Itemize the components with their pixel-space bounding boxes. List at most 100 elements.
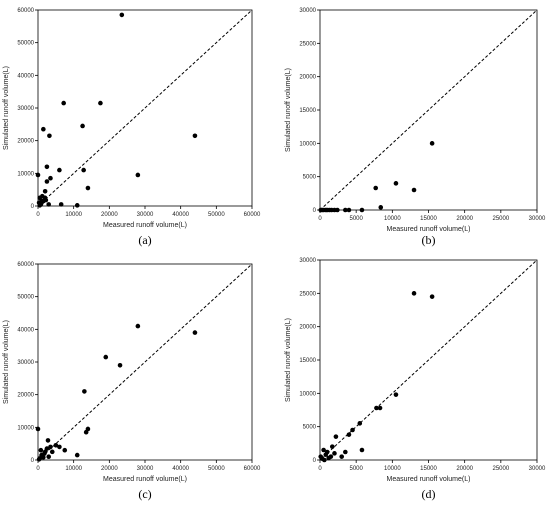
y-tick-label: 30000 xyxy=(299,8,316,14)
chart-panel-3: 0 10000 20000 30000 40000 50000 60000 0 10000 200… xyxy=(3,262,261,501)
reference-line xyxy=(319,259,538,461)
data-point xyxy=(44,179,50,184)
data-point xyxy=(57,444,62,450)
x-tick-label: 15000 xyxy=(420,466,437,472)
x-axis-title: Measured runoff volume(L) xyxy=(387,226,471,233)
x-tick-label: 5000 xyxy=(349,216,363,222)
x-tick-label: 5000 xyxy=(349,466,363,472)
data-point xyxy=(49,449,55,455)
data-point xyxy=(429,294,435,299)
data-point xyxy=(411,187,417,193)
data-point xyxy=(333,434,339,439)
y-tick-label: 5000 xyxy=(303,425,317,431)
y-tick-label: 20000 xyxy=(17,139,34,145)
data-point xyxy=(324,449,330,455)
x-tick-label: 0 xyxy=(318,466,322,472)
chart-panel-4: 0 5000 10000 15000 20000 25000 30000 0 5000 10000… xyxy=(285,258,546,501)
data-point xyxy=(58,202,64,207)
data-point xyxy=(38,447,44,453)
x-tick-label: 10000 xyxy=(65,466,82,472)
y-tick-label: 10000 xyxy=(299,391,316,397)
data-point xyxy=(81,167,86,173)
x-tick-label: 20000 xyxy=(101,466,118,472)
data-point xyxy=(39,200,44,206)
x-tick-label: 20000 xyxy=(101,212,118,218)
data-point xyxy=(322,457,327,463)
data-point xyxy=(343,449,348,455)
y-tick-label: 40000 xyxy=(17,327,34,333)
x-axis-title: Measured runoff volume(L) xyxy=(103,222,187,229)
data-point xyxy=(377,405,383,411)
x-tick-label: 10000 xyxy=(384,216,401,222)
data-point xyxy=(41,126,46,132)
data-point xyxy=(46,454,51,460)
y-tick-label: 50000 xyxy=(17,41,34,47)
data-point xyxy=(346,207,352,213)
data-point xyxy=(192,133,198,139)
data-point xyxy=(82,389,87,394)
y-tick-label: 25000 xyxy=(299,41,316,47)
data-point xyxy=(328,454,334,459)
y-tick-label: 25000 xyxy=(299,291,316,297)
y-axis-title: Simulated runoff volume(L) xyxy=(3,66,10,150)
y-tick-label: 30000 xyxy=(17,360,34,366)
panel-label: (b) xyxy=(422,233,436,247)
data-point xyxy=(117,362,123,368)
y-tick-label: 40000 xyxy=(17,73,34,79)
panel-label: (d) xyxy=(422,487,436,501)
y-tick-label: 10000 xyxy=(17,171,34,177)
data-point xyxy=(42,189,48,194)
x-tick-label: 50000 xyxy=(208,466,225,472)
reference-line xyxy=(319,9,538,211)
data-point xyxy=(74,203,80,208)
data-point xyxy=(44,446,50,451)
x-axis-title: Measured runoff volume(L) xyxy=(387,476,471,483)
y-tick-label: 15000 xyxy=(299,108,316,114)
reference-line xyxy=(37,9,253,207)
data-point xyxy=(378,205,384,210)
data-point xyxy=(45,438,51,443)
data-point xyxy=(332,451,337,456)
panel-label: (a) xyxy=(138,233,151,247)
y-tick-label: 0 xyxy=(313,208,317,214)
x-tick-label: 30000 xyxy=(529,466,546,472)
y-tick-label: 0 xyxy=(313,458,317,464)
data-point xyxy=(192,330,198,335)
data-point xyxy=(373,185,378,191)
data-point xyxy=(103,354,109,360)
data-point xyxy=(339,454,345,459)
x-tick-label: 40000 xyxy=(172,466,189,472)
data-point xyxy=(74,452,80,458)
data-point xyxy=(343,207,348,213)
x-tick-label: 20000 xyxy=(456,466,473,472)
data-point xyxy=(48,175,53,181)
data-point xyxy=(359,447,365,453)
x-tick-label: 0 xyxy=(318,216,322,222)
x-tick-label: 10000 xyxy=(384,466,401,472)
data-point xyxy=(85,426,91,432)
data-point xyxy=(44,164,50,170)
data-point xyxy=(61,100,66,106)
data-point xyxy=(393,392,399,397)
y-tick-label: 0 xyxy=(31,458,35,464)
y-tick-label: 20000 xyxy=(17,393,34,399)
x-tick-label: 15000 xyxy=(420,216,437,222)
data-point xyxy=(98,100,103,106)
x-tick-label: 25000 xyxy=(492,466,509,472)
data-point xyxy=(35,426,41,432)
chart-panel-2: 0 5000 10000 15000 20000 25000 30000 0 5000 10000… xyxy=(285,8,546,247)
data-point xyxy=(346,432,352,437)
panel-label: (c) xyxy=(138,487,151,501)
y-tick-label: 30000 xyxy=(299,258,316,264)
x-tick-label: 0 xyxy=(36,212,40,218)
data-point xyxy=(53,443,59,448)
x-tick-label: 10000 xyxy=(65,212,82,218)
y-tick-label: 15000 xyxy=(299,358,316,364)
x-tick-label: 30000 xyxy=(137,466,154,472)
x-tick-label: 60000 xyxy=(244,466,261,472)
y-axis-title: Simulated runoff volume(L) xyxy=(285,68,292,152)
data-point xyxy=(46,202,51,207)
data-point xyxy=(329,444,335,449)
data-point xyxy=(48,444,53,450)
